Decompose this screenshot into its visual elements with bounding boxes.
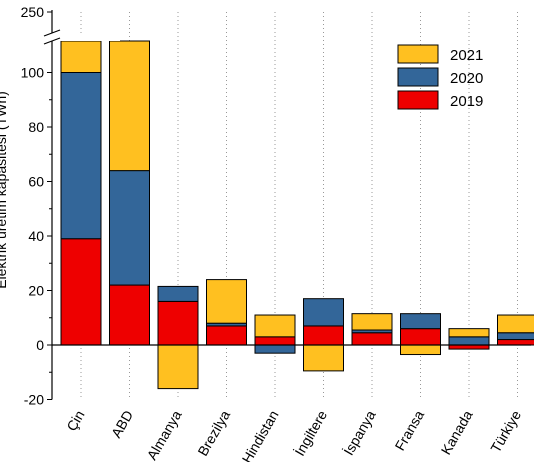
bar-2020-1 xyxy=(109,170,150,286)
x-tick-label: ABD xyxy=(108,408,136,441)
bar-2019-1 xyxy=(109,284,150,346)
legend: 2021 2020 2019 xyxy=(397,44,483,110)
bar-2021-8 xyxy=(448,328,490,338)
legend-label-2019: 2019 xyxy=(450,93,483,110)
y-tick-label: 80 xyxy=(28,119,44,135)
y-tick-label: 20 xyxy=(28,283,44,299)
bar-2019-2 xyxy=(157,300,199,346)
y-axis: -20 0 20 40 60 80 100 250 xyxy=(21,4,53,408)
bar-2019-8 xyxy=(448,344,490,350)
x-axis: Çin ABD Almanya Brezilya Hindistan İngiltere İ… xyxy=(52,344,531,462)
bar-2019-9 xyxy=(497,339,534,346)
axis-break-gap xyxy=(40,33,120,41)
bar-2019-0 xyxy=(60,238,102,346)
bar-2020-0 xyxy=(60,72,102,240)
legend-label-2021: 2021 xyxy=(450,47,483,64)
bar-2020-2 xyxy=(157,285,199,302)
x-tick-label: Almanya xyxy=(144,407,185,462)
bar-2021-7 xyxy=(400,344,441,356)
y-tick-label: -20 xyxy=(24,392,44,408)
legend-label-2020: 2020 xyxy=(450,70,483,87)
x-tick-label: Kanada xyxy=(438,407,476,457)
legend-swatch-2020 xyxy=(397,67,439,87)
x-tick-label: Türkiye xyxy=(487,407,524,455)
bar-2020-4 xyxy=(254,344,296,354)
y-tick-label: 60 xyxy=(28,174,44,190)
y-tick-label: 100 xyxy=(21,65,45,81)
legend-swatch-2019 xyxy=(397,90,439,110)
bar-2021-4 xyxy=(254,314,296,338)
bar-2020-5 xyxy=(303,298,344,327)
x-tick-label: Brezilya xyxy=(194,407,233,458)
bar-2021-3 xyxy=(206,279,247,324)
x-tick-label: Çin xyxy=(63,408,87,434)
y-tick-label: 0 xyxy=(36,337,44,353)
y-tick-label: 40 xyxy=(28,228,44,244)
bar-2019-4 xyxy=(254,336,296,346)
bar-2021-2 xyxy=(157,344,199,390)
x-tick-label: İspanya xyxy=(339,407,378,458)
bar-2021-0 xyxy=(60,40,102,73)
y-axis-title: Elektrik üretim kapasitesi (TWh) xyxy=(0,91,9,289)
bar-2021-6 xyxy=(351,313,393,331)
bar-2019-7 xyxy=(400,328,441,346)
legend-swatch-2021 xyxy=(397,44,439,64)
bar-2019-6 xyxy=(351,332,393,346)
bar-2020-9 xyxy=(497,332,534,341)
bar-2020-8 xyxy=(448,336,490,346)
y-tick-label: 250 xyxy=(21,4,45,20)
x-tick-label: Fransa xyxy=(391,407,427,453)
bar-2020-7 xyxy=(400,313,441,330)
bar-2019-5 xyxy=(303,325,344,346)
bar-2021-1 xyxy=(109,40,150,172)
x-tick-label: Hindistan xyxy=(239,408,282,462)
bar-2021-5 xyxy=(303,344,344,372)
bars xyxy=(40,29,534,390)
x-tick-label: İngiltere xyxy=(290,407,330,459)
bar-2021-9 xyxy=(497,314,534,334)
bar-2019-3 xyxy=(206,325,247,346)
